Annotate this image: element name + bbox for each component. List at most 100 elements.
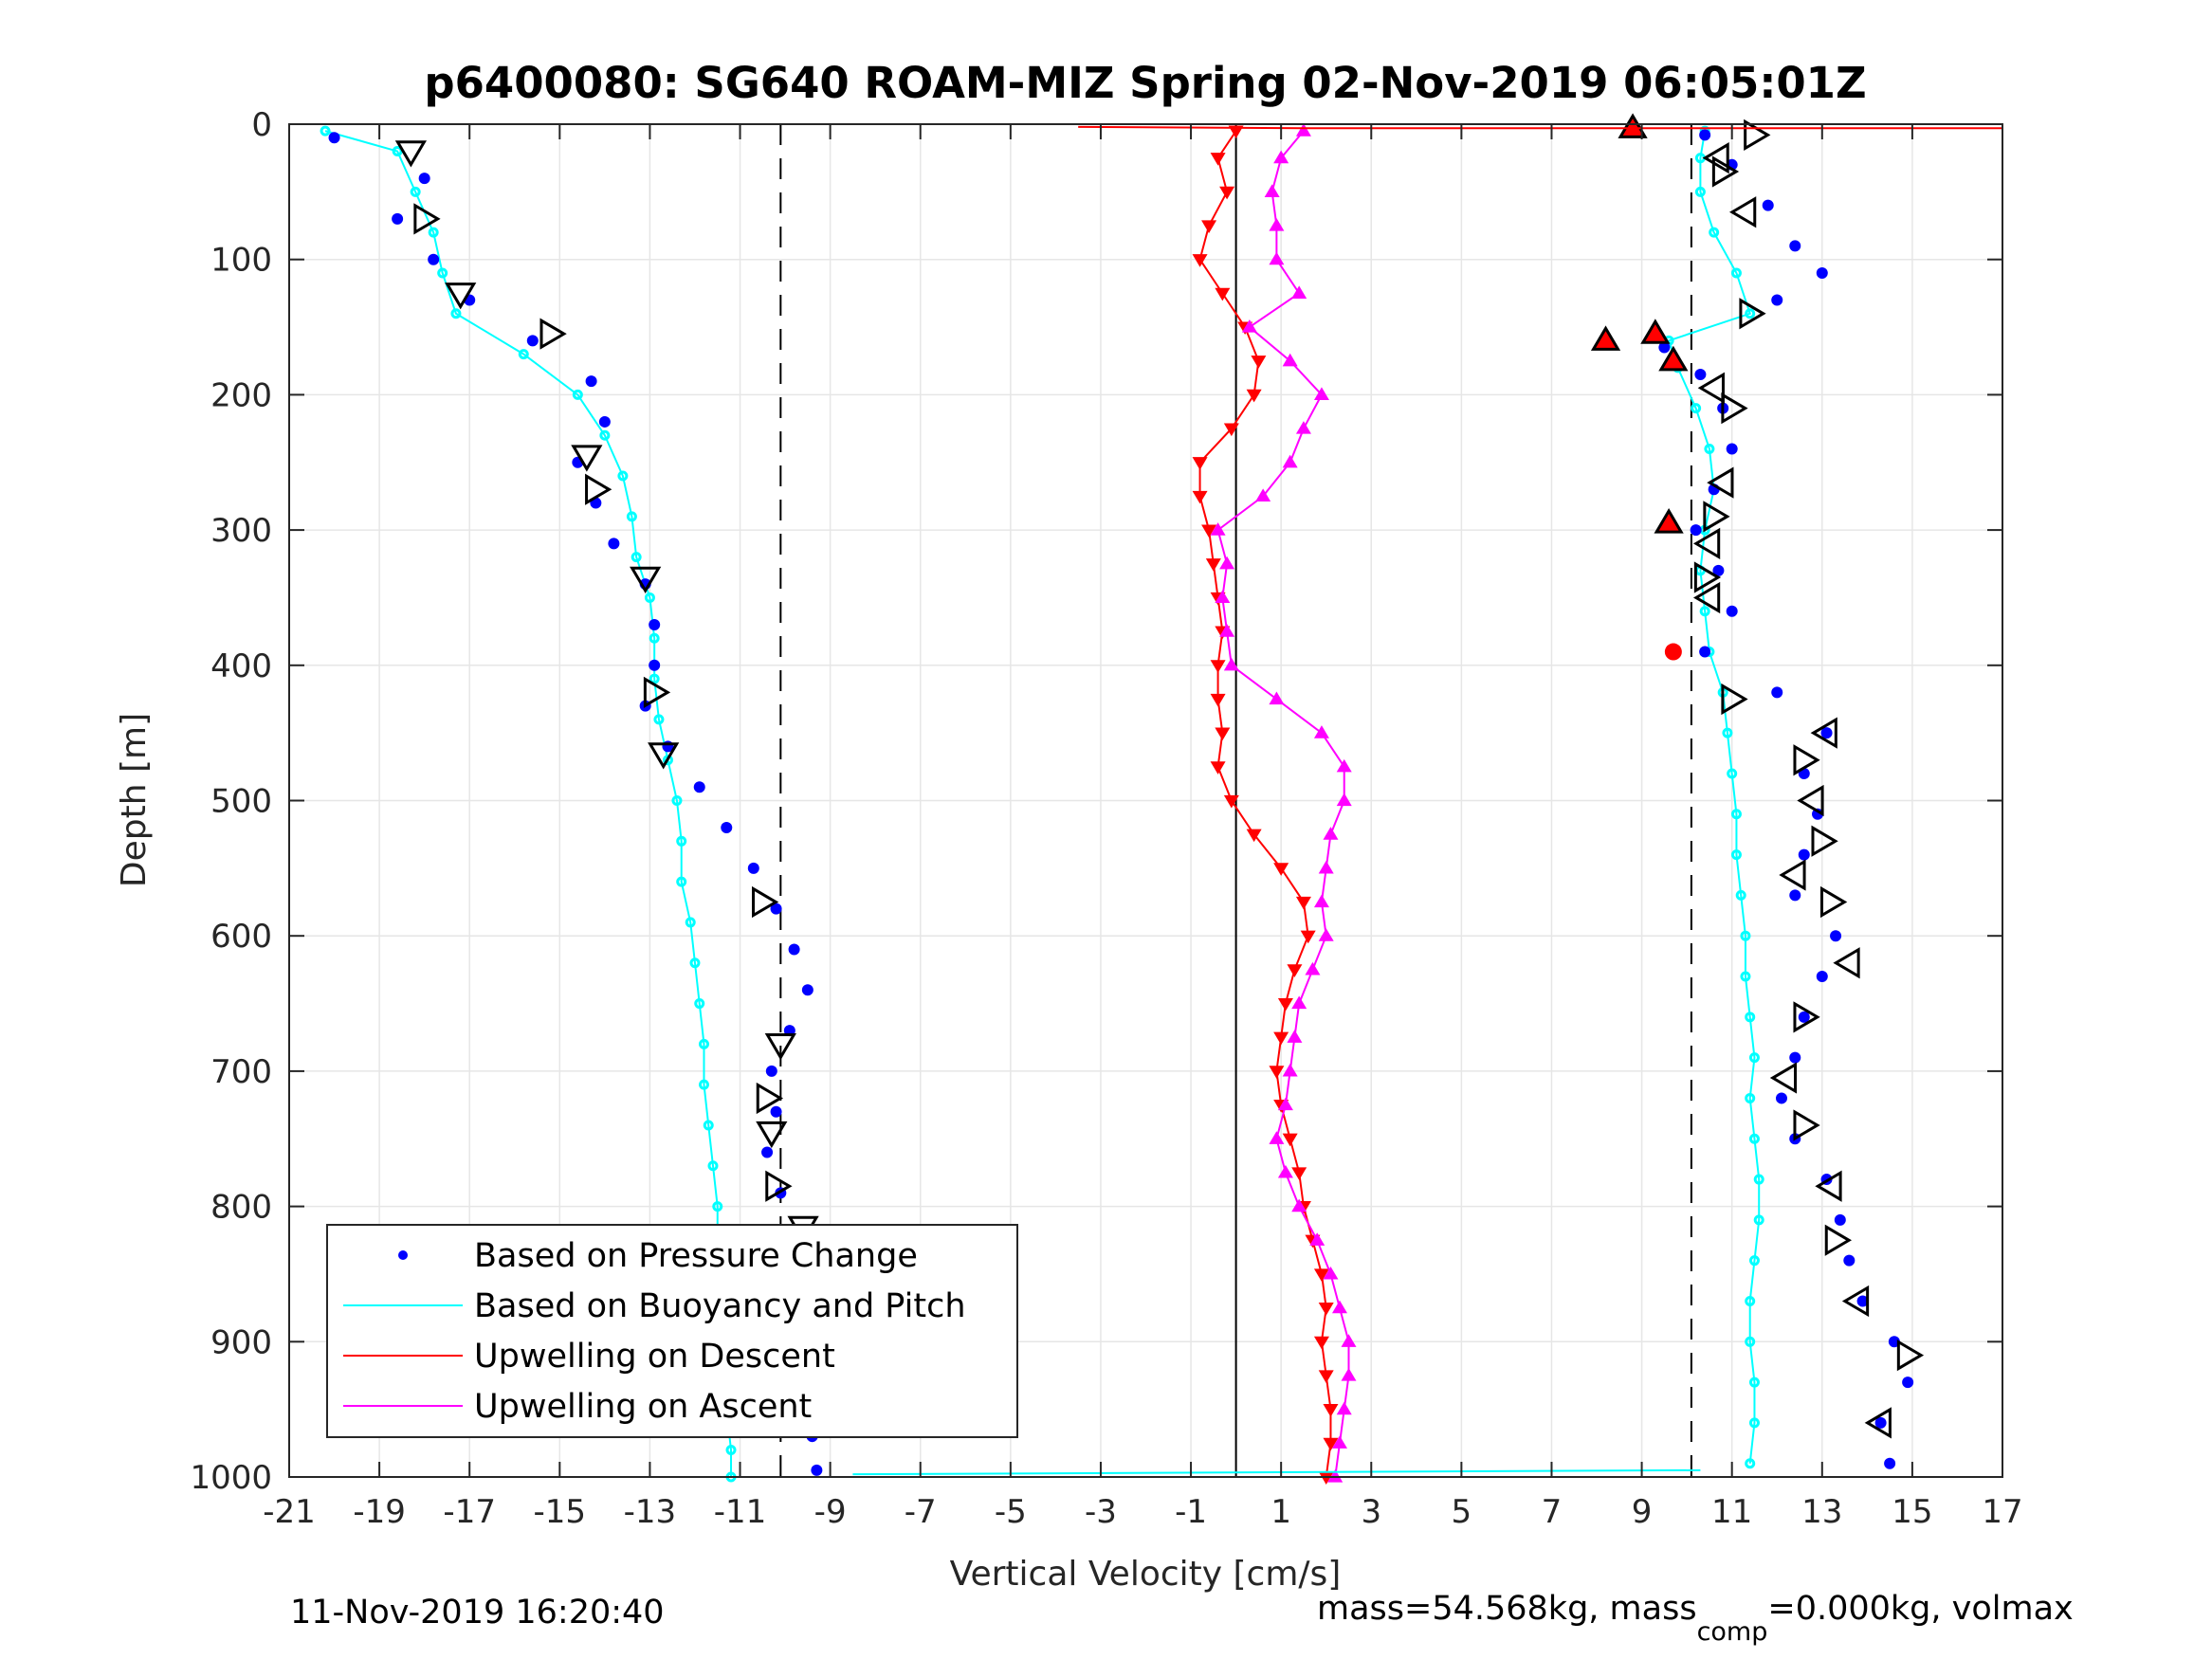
series-upwelling-descent-point: [1210, 660, 1226, 673]
footer-mass-subscript: comp: [1697, 1617, 1768, 1647]
series-pressure-point: [1699, 646, 1711, 658]
series-upwelling-ascent-point: [1309, 1232, 1325, 1246]
red-event-marker: [1640, 319, 1671, 344]
y-tick-label: 200: [210, 376, 272, 414]
series-buoyancy-point: [712, 1201, 723, 1212]
series-upwelling-ascent-point: [1318, 928, 1334, 941]
series-upwelling-ascent-point: [1291, 285, 1307, 299]
series-buoyancy-point: [1727, 768, 1738, 779]
series-upwelling-ascent-point: [1318, 860, 1334, 874]
ascent-glider-marker: [1793, 1109, 1820, 1141]
series-upwelling-ascent-point: [1336, 758, 1352, 773]
series-buoyancy-line: [1667, 130, 1761, 1464]
series-upwelling-ascent-point: [1331, 1300, 1347, 1314]
x-tick-label: -1: [1175, 1493, 1207, 1531]
series-upwelling-ascent-point: [1255, 488, 1271, 502]
series-upwelling-ascent-point: [1219, 556, 1235, 570]
series-upwelling-ascent-point: [1331, 1435, 1347, 1449]
x-tick-label: 9: [1632, 1493, 1653, 1531]
series-buoyancy-point: [649, 632, 660, 644]
series-upwelling-descent-point: [1228, 125, 1244, 139]
series-upwelling-descent-point: [1223, 794, 1239, 809]
x-tick-label: 5: [1452, 1493, 1472, 1531]
ascent-glider-marker: [1864, 1407, 1892, 1439]
series-buoyancy-point: [450, 308, 462, 319]
series-pressure-point: [1694, 368, 1707, 380]
footer-mass-prefix: mass=54.568kg, mass: [1317, 1590, 1697, 1628]
y-tick-label: 800: [210, 1189, 272, 1227]
series-upwelling-descent-point: [1246, 389, 1262, 403]
descent-glider-marker: [394, 140, 428, 168]
series-pressure-point: [1775, 1092, 1787, 1104]
series-pressure-point: [1820, 727, 1833, 739]
series-buoyancy-point: [653, 714, 665, 725]
series-upwelling-ascent-point: [1291, 995, 1307, 1010]
y-tick-label: 500: [210, 783, 272, 821]
series-pressure-point: [1762, 199, 1774, 211]
series-upwelling-ascent-point: [1215, 590, 1231, 604]
series-upwelling-descent-point: [1269, 1066, 1285, 1079]
ascent-glider-marker: [1769, 1062, 1798, 1094]
descent-glider-marker: [413, 203, 441, 235]
series-upwelling-descent-point: [1300, 930, 1316, 944]
series-buoyancy-point: [1753, 1174, 1764, 1185]
surface-trace-line: [1078, 125, 2002, 130]
series-buoyancy-point: [1722, 727, 1733, 738]
series-upwelling-descent-point: [1210, 761, 1226, 775]
series-pressure-point: [418, 173, 430, 185]
x-tick-label: -11: [714, 1493, 767, 1531]
series-upwelling-descent-point: [1251, 356, 1267, 369]
series-upwelling-ascent-point: [1341, 1334, 1357, 1347]
series-pressure-point: [1789, 889, 1801, 902]
series-buoyancy-point: [572, 389, 583, 400]
y-axis-ticks: 0 100 200 300 400 500 600 700 800 900 1000: [190, 106, 2002, 1497]
series-upwelling-ascent-point: [1295, 421, 1311, 434]
series-buoyancy-point: [1740, 930, 1751, 941]
footer-mass-suffix: =0.000kg, volmax: [1767, 1590, 2073, 1628]
y-tick-label: 400: [210, 647, 272, 685]
x-tick-label: -7: [905, 1493, 937, 1531]
series-upwelling-descent-line: [1198, 130, 1332, 1478]
series-buoyancy-point: [1748, 1417, 1760, 1429]
series-buoyancy-point: [1745, 1092, 1756, 1103]
series-pressure-point: [1771, 686, 1783, 699]
ascent-glider-marker: [1811, 825, 1838, 857]
series-buoyancy-point: [1753, 1214, 1764, 1226]
series-buoyancy-point: [1748, 1376, 1760, 1388]
series-upwelling-ascent-point: [1223, 657, 1239, 671]
ascent-glider-marker: [1833, 947, 1860, 979]
series-upwelling-ascent-point: [1277, 1097, 1293, 1111]
series-buoyancy-point: [703, 1120, 714, 1131]
red-event-marker: [1664, 643, 1682, 661]
legend: Based on Pressure Change Based on Buoyan…: [326, 1224, 1018, 1438]
series-upwelling-descent-point: [1246, 829, 1262, 843]
series-pressure-point: [649, 618, 661, 630]
series-upwelling-ascent-point: [1269, 1131, 1285, 1144]
legend-swatch-pressure: [398, 1250, 408, 1260]
descent-glider-marker: [571, 445, 603, 472]
series-upwelling-descent-point: [1215, 727, 1231, 741]
series-pressure-point: [1830, 930, 1842, 942]
series-upwelling-descent-point: [1318, 1370, 1334, 1383]
series-pressure-point: [1798, 848, 1810, 861]
ascent-glider-marker: [1793, 744, 1820, 776]
legend-label-upwelling-descent: Upwelling on Descent: [474, 1338, 835, 1376]
series-pressure-point: [801, 984, 814, 996]
series-upwelling-descent-point: [1273, 863, 1289, 876]
series-buoyancy-point: [676, 876, 687, 887]
series-pressure-point: [770, 1105, 782, 1118]
series-pressure-point: [526, 335, 539, 347]
series-buoyancy-point: [1730, 267, 1742, 279]
series-upwelling-descent-point: [1192, 490, 1208, 504]
series-pressure-point: [392, 212, 404, 225]
series-pressure-point: [1726, 605, 1738, 617]
series-buoyancy-point: [725, 1444, 737, 1455]
series-buoyancy-point: [707, 1160, 719, 1172]
series-buoyancy-point: [689, 957, 701, 969]
red-event-marker: [1654, 508, 1684, 534]
descent-glider-marker: [539, 318, 567, 350]
red-event-marker: [1618, 113, 1648, 138]
series-buoyancy-point: [1748, 1255, 1760, 1267]
series-upwelling-descent-point: [1223, 423, 1239, 437]
